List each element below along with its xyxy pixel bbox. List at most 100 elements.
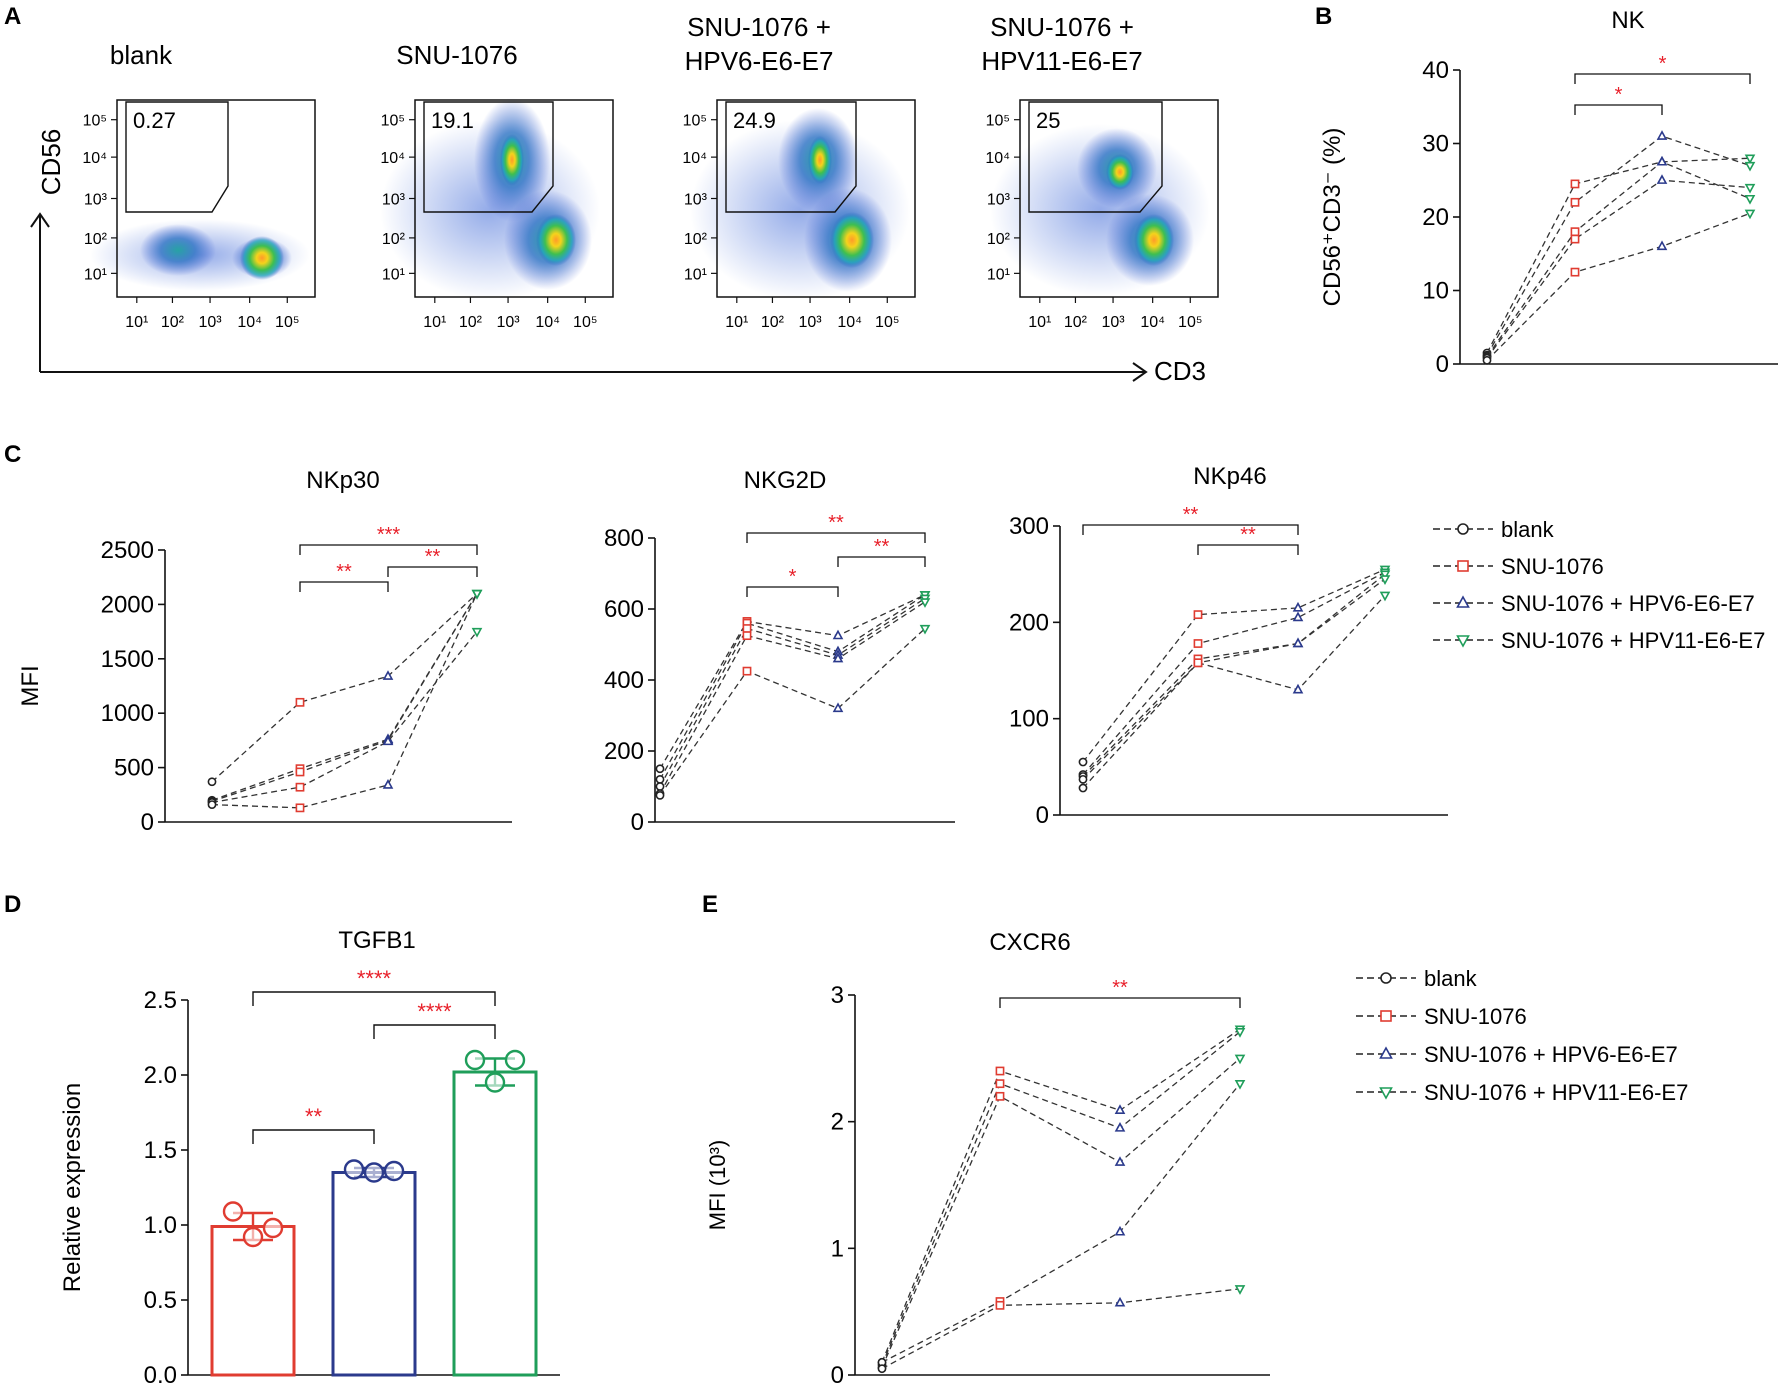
y-tick-label: 400 xyxy=(604,667,644,694)
chart-title: NK xyxy=(1611,7,1644,34)
data-point xyxy=(995,1066,1005,1076)
significance-stars: * xyxy=(1659,53,1667,75)
data-point xyxy=(995,1300,1005,1310)
y-tick-label: 10⁴ xyxy=(682,150,707,167)
series-line xyxy=(211,593,478,802)
cxcr6-chart: CXCR6 0 1 2 3 MFI (10³) ** xyxy=(705,929,1270,1389)
data-point xyxy=(1292,683,1304,694)
data-point xyxy=(1744,209,1756,220)
legend-label: blank xyxy=(1501,517,1555,542)
data-point xyxy=(655,764,665,774)
data-point xyxy=(1570,179,1580,189)
x-tick-label: 10² xyxy=(161,314,185,331)
y-tick-label: 2.0 xyxy=(144,1062,177,1089)
y-tick-label: 1000 xyxy=(101,700,154,727)
gate-percentage: 0.27 xyxy=(133,108,176,133)
x-tick-label: 10⁴ xyxy=(1140,314,1165,331)
legend-marker xyxy=(1457,523,1469,535)
y-tick-label: 10² xyxy=(684,231,708,248)
data-point xyxy=(1114,1122,1126,1132)
data-point xyxy=(832,629,844,640)
y-tick-label: 10¹ xyxy=(987,266,1010,283)
legend-label: SNU-1076 xyxy=(1501,554,1604,579)
y-tick-label: 500 xyxy=(114,755,154,782)
x-tick-label: 10² xyxy=(459,314,483,331)
series-line xyxy=(1082,578,1386,780)
y-tick-label: 2500 xyxy=(101,537,154,564)
data-point xyxy=(995,1091,1005,1101)
series-line xyxy=(659,594,926,780)
data-point xyxy=(1234,1285,1246,1295)
gate-percentage: 25 xyxy=(1036,108,1060,133)
flow-plot: 0.27 blank 10¹ 10² 10³ 10⁴ 10⁵ 10⁵ 10⁴ 10³ 10² 10¹ xyxy=(82,40,316,331)
y-tick-label: 40 xyxy=(1422,57,1449,84)
y-tick-label: 100 xyxy=(1009,706,1049,733)
y-tick-label: 200 xyxy=(1009,609,1049,636)
series-line xyxy=(881,1083,1241,1363)
gate-percentage: 24.9 xyxy=(733,108,776,133)
data-point xyxy=(1114,1104,1126,1114)
data-point xyxy=(1379,575,1391,585)
tgfb1-bar-chart: TGFB1 0.0 0.5 1.0 1.5 2.0 2.5 Relative expressi… xyxy=(59,927,560,1389)
significance-stars: * xyxy=(789,566,797,588)
y-tick-label: 10² xyxy=(84,231,108,248)
data-point xyxy=(207,800,217,809)
legend-marker xyxy=(1380,1010,1392,1022)
y-tick-label: 0 xyxy=(631,809,644,836)
data-point xyxy=(742,631,752,641)
series-line xyxy=(1082,568,1386,763)
replicate-point xyxy=(363,1162,385,1183)
series-line xyxy=(1486,157,1751,354)
chart-title: CXCR6 xyxy=(989,929,1070,956)
significance-stars: ** xyxy=(305,1104,323,1129)
legend-marker xyxy=(1456,595,1470,608)
y-axis-label: Relative expression xyxy=(59,1083,86,1292)
population-core xyxy=(500,134,524,186)
y-tick-label: 0.0 xyxy=(144,1362,177,1389)
data-point xyxy=(832,652,844,663)
series-line xyxy=(211,631,478,804)
data-point xyxy=(655,790,665,800)
data-point xyxy=(832,702,844,713)
series-line xyxy=(881,1028,1241,1363)
y-tick-label: 2000 xyxy=(101,591,154,618)
population-core xyxy=(1134,214,1174,266)
y-tick-label: 0.5 xyxy=(144,1287,177,1314)
cd56-axis-label: CD56 xyxy=(36,129,66,195)
data-point xyxy=(1570,227,1580,237)
y-tick-label: 10⁵ xyxy=(683,113,707,130)
series-line xyxy=(1486,135,1751,356)
significance-stars: ** xyxy=(1240,524,1256,546)
flow-plot-title: HPV6-E6-E7 xyxy=(685,46,834,76)
legend-label: blank xyxy=(1424,966,1478,991)
significance-bracket xyxy=(252,1129,375,1144)
flow-plot: 19.1 SNU-1076 10¹ 10² 10³ 10⁴ 10⁵ 10⁵ 10⁴ 10³ 10² 1… xyxy=(380,40,614,331)
cd56-axis-arrowhead xyxy=(30,212,50,228)
data-point xyxy=(1744,194,1756,205)
data-point xyxy=(877,1364,887,1374)
flow-plot-title: SNU-1076 + xyxy=(990,12,1134,42)
data-point xyxy=(295,782,305,792)
significance-bracket xyxy=(746,586,839,597)
data-point xyxy=(295,803,305,813)
y-axis-label: MFI (10³) xyxy=(705,1140,730,1230)
data-point xyxy=(1193,610,1203,620)
data-point xyxy=(1292,601,1304,612)
legend-label: SNU-1076 + HPV11-E6-E7 xyxy=(1424,1080,1688,1105)
y-tick-label: 10 xyxy=(1422,278,1449,305)
data-point xyxy=(382,670,394,680)
series-line xyxy=(1486,161,1751,358)
data-point xyxy=(1292,611,1304,622)
y-tick-label: 10⁵ xyxy=(986,113,1010,130)
data-point xyxy=(471,589,483,600)
data-point xyxy=(295,767,305,777)
panel-label-c: C xyxy=(4,441,21,468)
data-point xyxy=(1234,1028,1246,1038)
legend-label: SNU-1076 + HPV6-E6-E7 xyxy=(1424,1042,1678,1067)
y-tick-label: 10² xyxy=(382,231,406,248)
replicate-point xyxy=(504,1049,526,1071)
nk-gate xyxy=(423,101,554,213)
